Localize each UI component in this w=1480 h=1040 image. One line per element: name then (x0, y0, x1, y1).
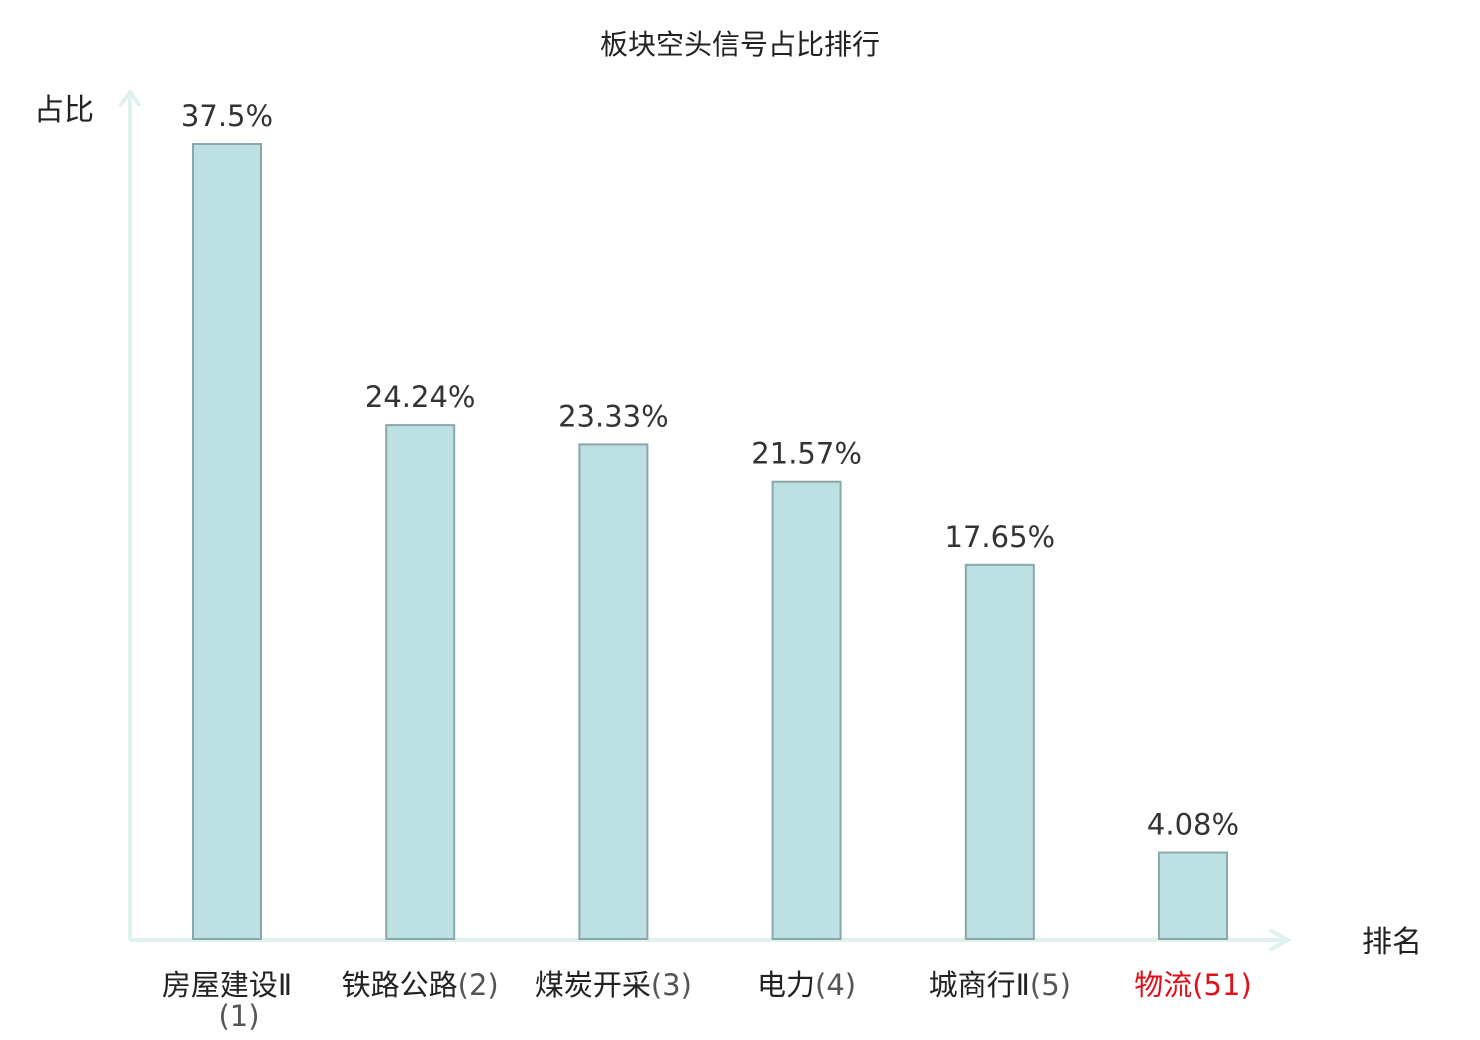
category-rank-4: (4) (815, 968, 856, 1002)
category-label-4: 电力(4) (757, 968, 856, 1002)
category-name-5: 城商行Ⅱ (929, 968, 1030, 1002)
category-rank-2: (2) (458, 968, 499, 1002)
bar-3 (578, 443, 649, 940)
y-axis-title: 占比 (34, 93, 94, 128)
category-labels-group: 房屋建设Ⅱ(1) 铁路公路(2) 煤炭开采(3) 电力(4) 城商行Ⅱ(5) 物流(51) (162, 968, 1252, 1033)
value-label-3: 23.33% (558, 399, 669, 433)
value-label-4: 21.57% (751, 437, 862, 471)
category-label-1: 房屋建设Ⅱ (162, 968, 292, 1002)
x-axis-arrow (1269, 928, 1293, 952)
bars-group (192, 143, 1228, 941)
bar-4 (771, 480, 842, 940)
category-name-4: 电力 (757, 968, 815, 1002)
category-label-3: 煤炭开采(3) (535, 968, 692, 1002)
axes (118, 88, 1293, 952)
chart-title: 板块空头信号占比排行 (600, 28, 880, 61)
category-name-6: 物流 (1134, 968, 1192, 1002)
value-label-1: 37.5% (181, 99, 273, 133)
bar-2 (385, 424, 456, 940)
y-axis-arrow (118, 88, 142, 108)
category-rank-6: (51) (1192, 968, 1252, 1002)
value-labels-group: 37.5% 24.24% 23.33% 21.57% 17.65% 4.08% (181, 99, 1239, 842)
bar-6 (1158, 851, 1228, 941)
category-rank-5: (5) (1030, 968, 1071, 1002)
value-label-5: 17.65% (945, 520, 1056, 554)
category-rank-1: (1) (218, 999, 259, 1033)
bar-1 (192, 143, 262, 940)
category-name-2: 铁路公路 (342, 968, 458, 1002)
category-label-2: 铁路公路(2) (342, 968, 499, 1002)
category-label-5: 城商行Ⅱ(5) (929, 968, 1071, 1002)
category-name-3: 煤炭开采 (535, 968, 651, 1002)
category-label-6: 物流(51) (1134, 968, 1252, 1002)
x-axis-title: 排名 (1362, 925, 1422, 960)
value-label-2: 24.24% (365, 380, 476, 414)
value-label-6: 4.08% (1147, 808, 1239, 842)
category-rank-3: (3) (651, 968, 692, 1002)
bar-5 (964, 563, 1035, 940)
